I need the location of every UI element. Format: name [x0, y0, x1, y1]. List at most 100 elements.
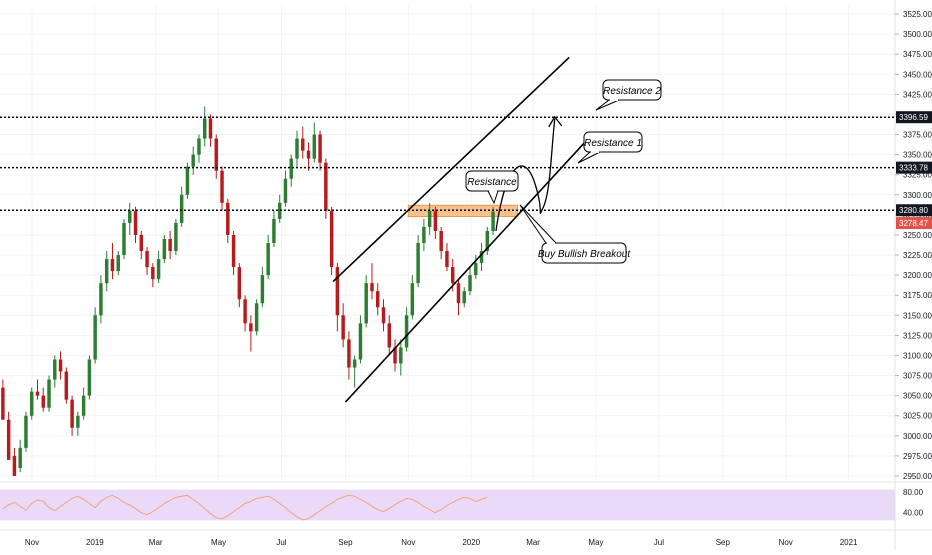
y-tick-label: 3000.00: [903, 432, 932, 441]
y-tick-label: 3325.00: [903, 171, 932, 180]
rsi-pane: [0, 481, 932, 521]
y-tick-label: 3450.00: [903, 70, 932, 79]
candle-body: [116, 255, 120, 272]
channel-upper-line: [332, 56, 570, 283]
candle-body: [1, 387, 5, 420]
candle-body: [139, 234, 144, 252]
candle-body: [24, 415, 28, 448]
candle-body: [104, 259, 109, 284]
candle-body: [358, 323, 363, 360]
candle-body: [301, 138, 305, 151]
y-tick-label: 3125.00: [903, 331, 932, 340]
candle-body: [128, 210, 132, 223]
candle-body: [439, 230, 443, 252]
candle-body: [226, 202, 230, 235]
candle-body: [99, 283, 103, 316]
candle-body: [197, 138, 201, 155]
price-level-tag: [896, 161, 932, 174]
price-levels: [0, 116, 895, 211]
candle-body: [381, 307, 386, 324]
x-tick-label: Jul: [654, 538, 664, 547]
candle-body: [376, 291, 380, 308]
annotations: Resistance 2 Resistance 1 Resistance Buy Bu…: [465, 79, 662, 264]
candle-body: [133, 210, 138, 235]
candle-body: [404, 315, 409, 348]
x-tick-label: Jul: [276, 538, 286, 547]
candle-body: [41, 395, 45, 408]
candle-body: [393, 347, 397, 364]
y-tick-label: 2950.00: [903, 472, 932, 481]
candle-body: [485, 230, 490, 252]
candle-body: [70, 399, 74, 428]
candle-body: [214, 138, 218, 171]
candle-body: [254, 303, 259, 332]
callout-box: [583, 131, 643, 153]
y-tick-label: 3250.00: [903, 231, 932, 240]
y-tick-label: 3300.00: [903, 191, 932, 200]
y-tick-label: 3425.00: [903, 90, 932, 99]
callout-pointer: [577, 151, 601, 164]
price-axis: 3525.003500.003475.003450.003425.003400.…: [894, 0, 932, 550]
candle-body: [289, 158, 293, 179]
y-tick-label: 3375.00: [903, 131, 932, 140]
candle-body: [468, 275, 472, 292]
candle-body: [185, 166, 190, 195]
candle-body: [433, 210, 438, 231]
y-tick-label: 3475.00: [903, 50, 932, 59]
callout-pointer: [519, 204, 557, 244]
last-price-tag: [896, 217, 932, 230]
candle-body: [491, 211, 495, 231]
y-tick-label: 3050.00: [903, 392, 932, 401]
callout-text: Resistance: [467, 177, 517, 188]
candle-body: [122, 222, 126, 256]
candle-body: [277, 202, 282, 219]
candle-body: [64, 371, 69, 400]
price-channel: [332, 56, 586, 403]
callout-box: [602, 79, 662, 101]
candle-body: [47, 379, 51, 408]
last-price-label: 3278.47: [899, 219, 928, 228]
x-tick-label: Nov: [779, 538, 793, 547]
y-tick-label: 3175.00: [903, 291, 932, 300]
candle-body: [387, 323, 392, 348]
candle-body: [208, 118, 213, 139]
candle-body: [58, 359, 63, 372]
candles: [1, 106, 495, 476]
candle-body: [318, 134, 322, 163]
x-tick-label: Nov: [25, 538, 39, 547]
candle-body: [416, 243, 420, 284]
candle-body: [364, 283, 368, 324]
rsi-tick-label: 40.00: [903, 509, 924, 518]
candle-body: [370, 283, 374, 292]
x-tick-label: Mar: [149, 538, 163, 547]
candle-body: [151, 267, 155, 280]
y-tick-label: 3075.00: [903, 372, 932, 381]
y-tick-label: 3150.00: [903, 311, 932, 320]
y-tick-label: 3500.00: [903, 30, 932, 39]
x-tick-label: May: [211, 538, 226, 547]
candle-body: [162, 238, 167, 260]
candle-body: [53, 359, 57, 380]
x-tick-label: 2020: [462, 538, 480, 547]
candle-body: [191, 154, 195, 167]
x-tick-label: 2019: [86, 538, 104, 547]
y-tick-label: 3225.00: [903, 251, 932, 260]
candle-body: [341, 315, 345, 340]
y-tick-label: 3025.00: [903, 412, 932, 421]
rsi-line: [2, 494, 488, 521]
callout-0: Resistance 2: [595, 79, 662, 111]
candle-body: [347, 339, 351, 368]
candle-body: [324, 162, 328, 211]
callout-2: Resistance: [465, 170, 519, 205]
candle-body: [479, 251, 484, 264]
candle-body: [87, 359, 92, 396]
x-tick-label: Sep: [716, 538, 731, 547]
y-tick-label: 3525.00: [903, 10, 932, 19]
candle-body: [93, 315, 97, 360]
price-level-label: 3333.78: [899, 164, 928, 173]
callout-text: Resistance 2: [603, 86, 661, 97]
candle-body: [266, 243, 270, 276]
callout-text: Resistance 1: [584, 138, 642, 149]
callout-pointer: [595, 99, 620, 111]
candle-body: [445, 251, 449, 268]
